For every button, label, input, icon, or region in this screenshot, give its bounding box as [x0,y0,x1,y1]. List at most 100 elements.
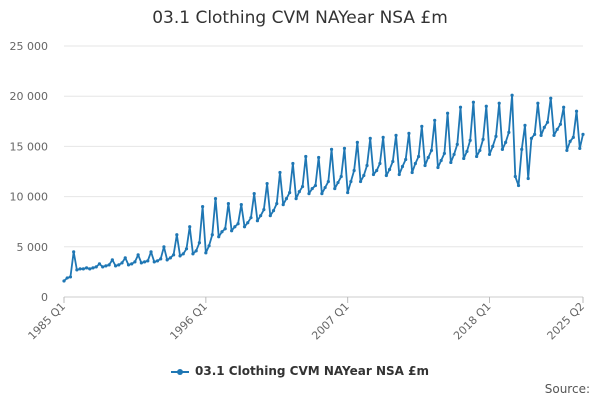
data-point [230,229,234,233]
data-point [142,260,147,264]
data-point [442,151,446,156]
data-point [300,184,305,189]
data-point [117,263,121,267]
data-point [107,263,111,267]
x-tick-label: 1996 Q1 [167,300,210,343]
data-point [426,155,430,160]
data-point [262,208,266,212]
data-point [549,96,553,100]
data-point [446,111,450,115]
data-point [381,135,385,139]
data-point [226,202,230,206]
data-point [529,136,534,140]
data-point [455,142,459,146]
data-point [201,205,205,209]
data-point [555,127,559,131]
data-point [297,189,301,194]
data-point [433,118,437,122]
data-point [123,256,127,260]
data-point [365,163,369,168]
data-point [429,148,434,153]
data-point [162,245,166,249]
data-point [468,138,472,142]
data-point [288,190,292,195]
data-point [84,266,89,270]
data-point [188,225,192,229]
data-point [101,265,105,269]
data-point [336,180,340,185]
data-point [75,268,79,272]
data-point [394,133,398,137]
data-point [146,259,150,263]
data-point [423,163,427,168]
data-point [516,183,521,188]
data-point [342,146,347,151]
data-point [420,124,424,128]
data-point [291,161,295,166]
data-point [294,197,298,201]
data-point [220,230,224,234]
data-point [581,132,585,136]
x-tick-label: 2025 Q2 [545,300,588,343]
data-point [159,257,163,261]
y-tick-label: 20 000 [10,90,49,103]
data-point [278,170,282,175]
data-point [481,137,485,141]
data-point [249,216,253,220]
data-point [526,176,530,181]
data-point [504,140,508,144]
data-point [88,267,92,271]
legend[interactable]: 03.1 Clothing CVM NAYear NSA £m [0,364,600,378]
data-point [223,227,227,231]
data-point [265,181,269,186]
data-point [323,185,327,190]
data-point [207,244,211,248]
data-point [346,190,350,195]
data-point [497,101,501,105]
data-point [391,159,395,164]
data-point [349,179,353,184]
data-point [126,263,131,267]
data-point [181,252,185,256]
data-point [68,275,73,279]
data-point [375,168,379,173]
data-point [191,252,195,256]
data-point [520,147,524,152]
data-point [110,258,114,262]
legend-swatch [171,367,189,377]
data-point [471,100,475,104]
data-point [310,186,314,191]
data-point [317,155,321,160]
data-point [494,134,498,138]
data-point [165,258,169,262]
data-point [371,172,376,177]
data-point [339,174,343,179]
data-point [536,101,540,105]
y-tick-label: 0 [41,291,48,304]
data-point [523,123,527,127]
data-point [271,209,276,213]
data-point [255,219,260,223]
x-tick-label: 2007 Q1 [309,300,352,343]
data-point [413,161,417,166]
data-point [133,260,137,264]
chart-title: 03.1 Clothing CVM NAYear NSA £m [152,8,448,28]
data-point [407,131,411,135]
data-point [268,214,272,218]
y-axis: 0 5 000 10 000 15 000 20 000 25 000 [10,40,49,304]
data-point [194,249,198,253]
data-point [281,203,285,207]
data-point [404,157,408,162]
y-tick-label: 15 000 [10,140,49,153]
data-point [510,93,514,97]
series-layer [62,93,585,283]
data-point [368,136,372,140]
data-point [275,202,279,206]
data-point [197,241,201,245]
y-tick-label: 10 000 [10,191,49,204]
data-point [178,254,182,258]
data-point [513,174,517,179]
data-point [94,265,98,269]
data-point [552,133,556,137]
